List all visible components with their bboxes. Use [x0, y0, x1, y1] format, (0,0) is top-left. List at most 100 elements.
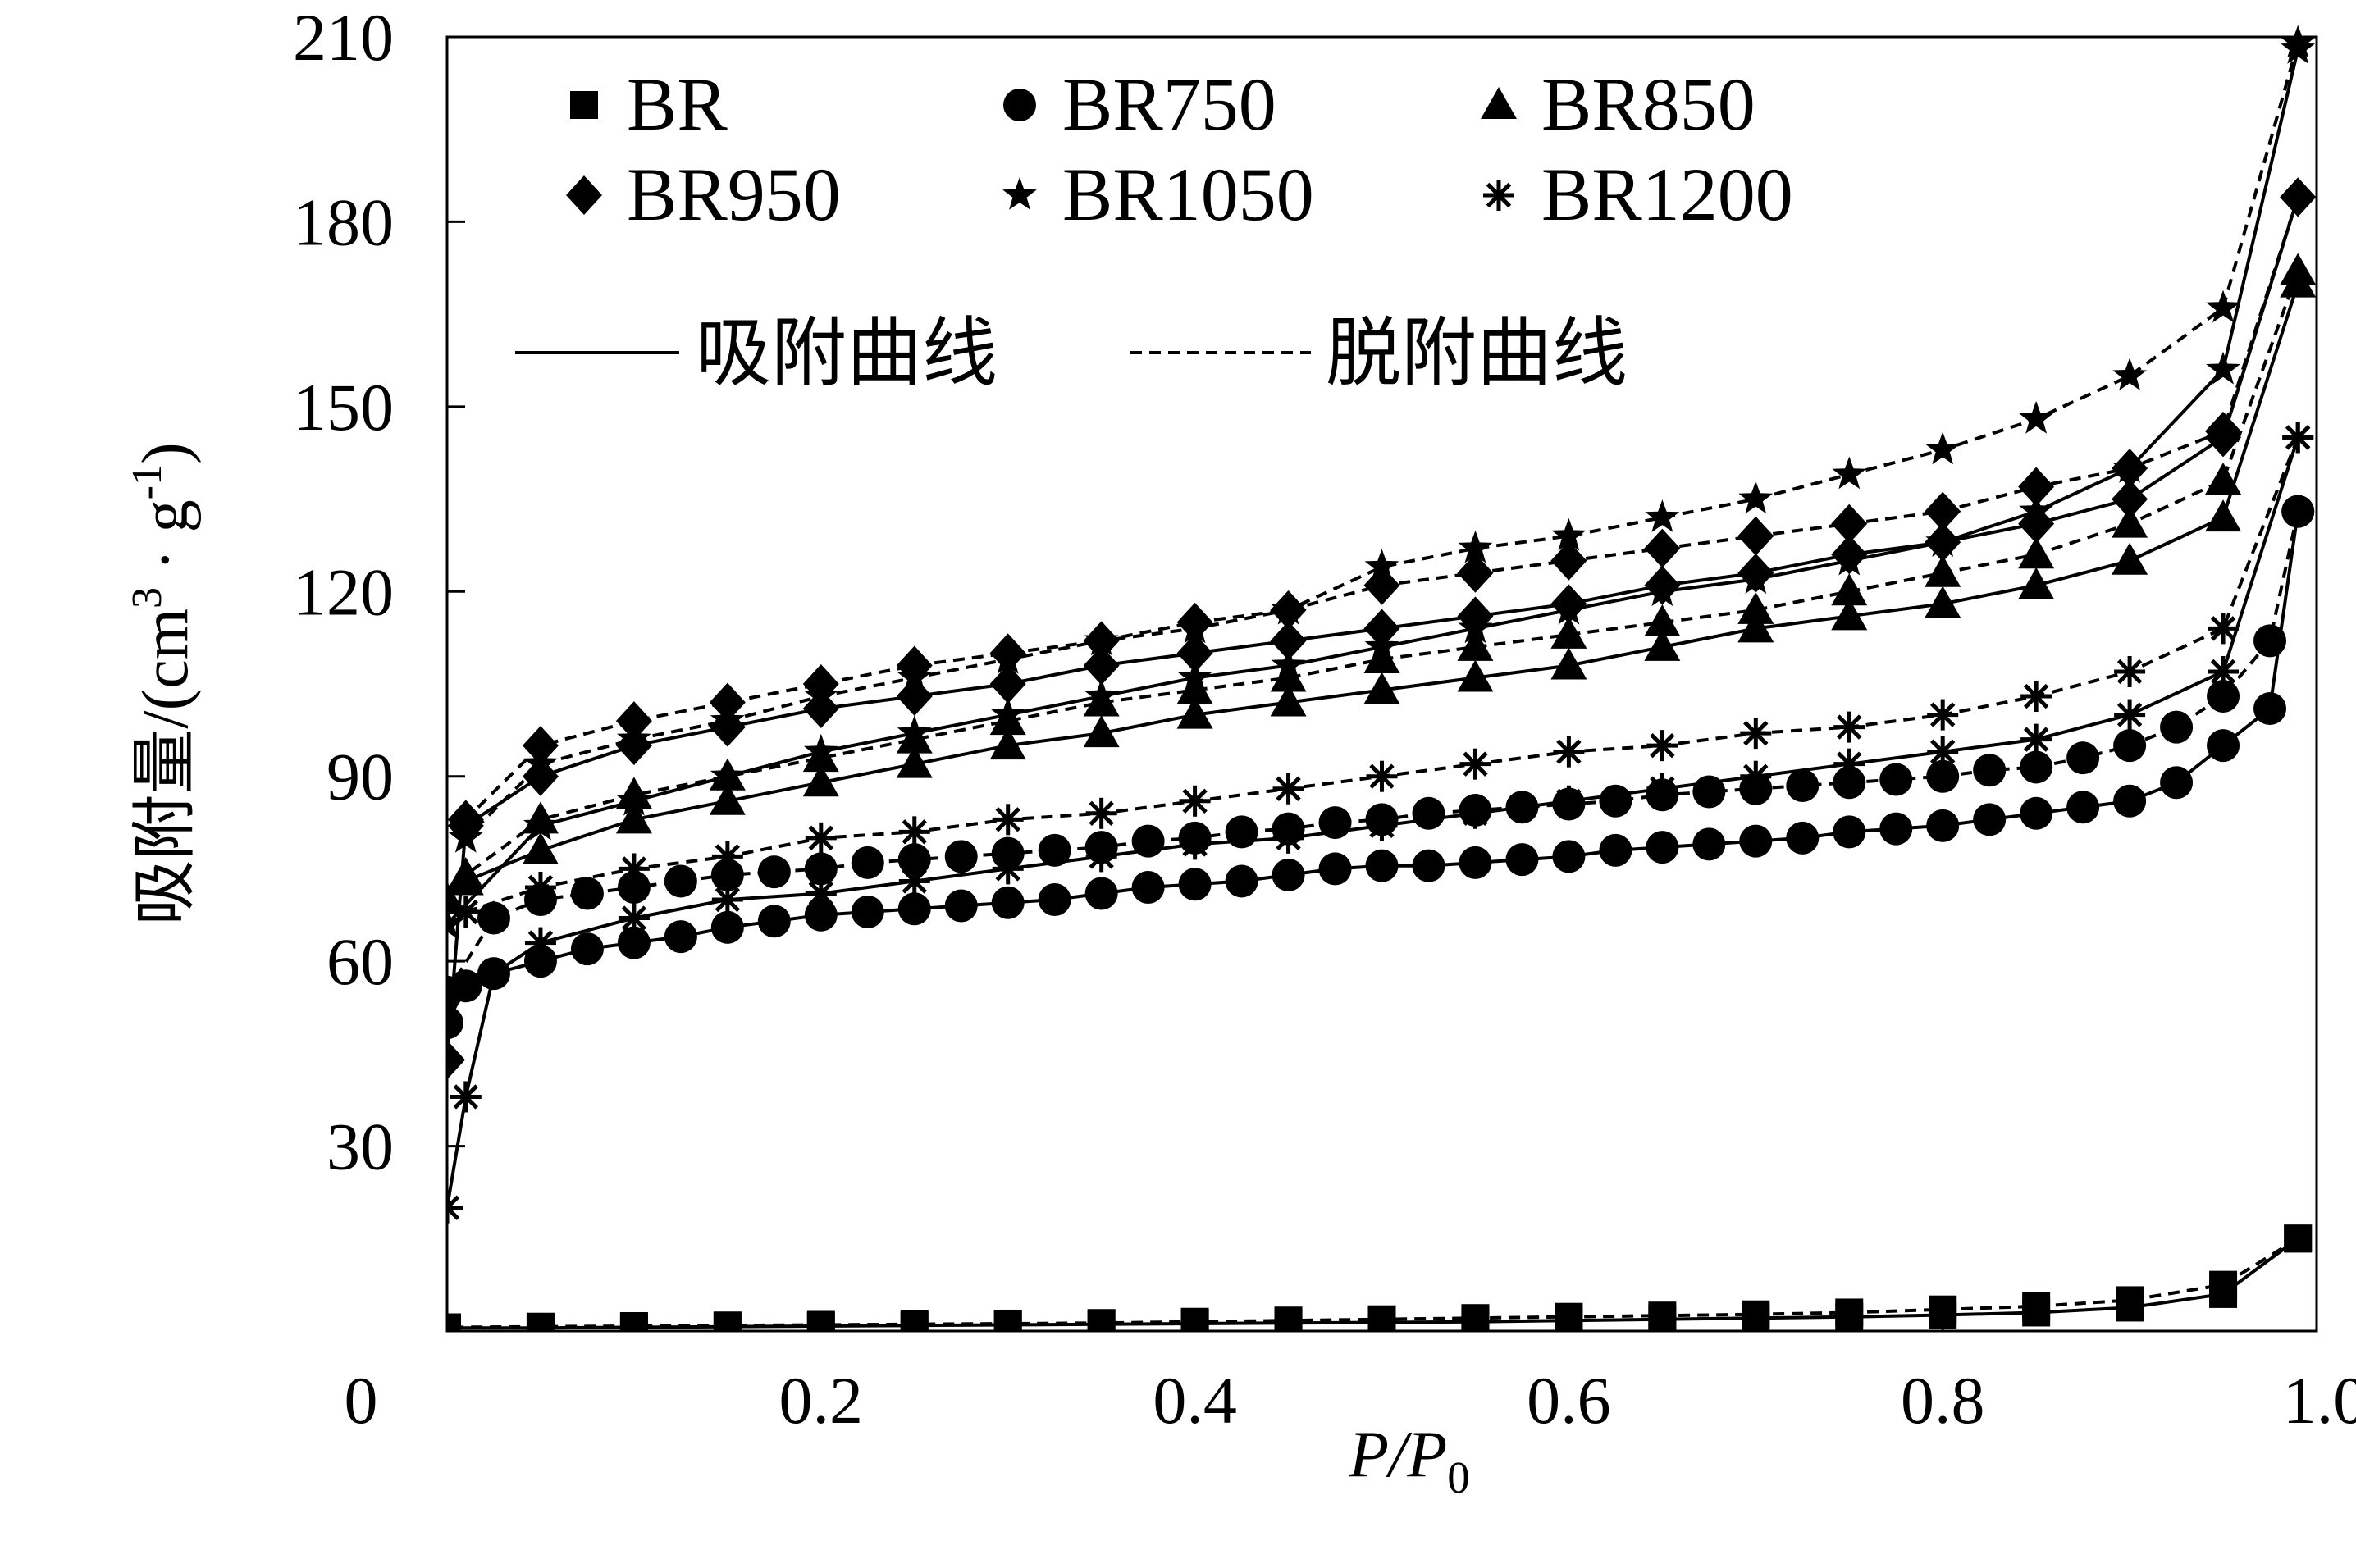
br-desorption-marker-1: [2209, 1270, 2238, 1299]
br750-desorption-marker-11: [1786, 768, 1820, 802]
br850-adsorption-marker-11: [1363, 672, 1400, 704]
br850-adsorption-marker-10: [1270, 684, 1307, 717]
br1050-desorption-marker-17: [710, 703, 745, 736]
br950-adsorption-marker-5: [802, 689, 839, 729]
br950-desorption-marker-19: [522, 726, 559, 766]
br750-desorption-marker-9: [1879, 763, 1913, 796]
br-desorption-marker-9: [1461, 1304, 1490, 1331]
br850-adsorption-marker-3: [615, 801, 652, 834]
br1050-desorption-marker-11: [1271, 591, 1306, 625]
x-tick-label-0.8: 0.8: [1901, 1363, 1985, 1438]
br750-adsorption-marker-40: [2253, 692, 2287, 726]
br950-desorption-marker-8: [1550, 540, 1587, 581]
br850-adsorption-marker-6: [896, 745, 933, 778]
br750-adsorption-marker-22: [1412, 849, 1445, 882]
br1200-adsorption-marker-2: [477, 958, 509, 990]
br950-desorption-marker-1: [2205, 411, 2242, 451]
br1200-adsorption-marker-1: [450, 1081, 482, 1113]
br950-desorption-marker-10: [1363, 565, 1400, 605]
br750-desorption-marker-30: [897, 843, 931, 877]
br750-adsorption-marker-38: [2160, 766, 2194, 800]
br1050-desorption-marker-18: [617, 721, 651, 754]
br1050-adsorption-marker-17: [2019, 493, 2054, 526]
br750-adsorption-marker-25: [1552, 840, 1586, 873]
br750-adsorption-marker-8: [757, 905, 791, 938]
x-tick-label-0.2: 0.2: [779, 1363, 864, 1438]
br-desorption-marker-6: [1742, 1300, 1770, 1329]
br750-adsorption-marker-9: [804, 898, 838, 932]
br850-desorption-marker-20: [447, 856, 484, 889]
br750-adsorption-marker-7: [710, 910, 744, 944]
br850-adsorption-marker-8: [1083, 715, 1120, 748]
legend-br850-marker-0: [1481, 87, 1517, 119]
series-br950-adsorption-line: [447, 196, 2300, 1060]
br750-adsorption-marker-19: [1272, 858, 1305, 891]
br750-adsorption-marker-30: [1786, 821, 1820, 855]
br750-adsorption-marker-28: [1692, 827, 1726, 861]
br1050-adsorption-marker-18: [2112, 450, 2147, 483]
legend-br1200-marker-0: [1483, 180, 1514, 211]
br1200-adsorption-marker-15: [1646, 773, 1678, 805]
br750-adsorption-marker-33: [1926, 809, 1960, 842]
br1050-desorption-marker-9: [1458, 530, 1493, 563]
y-tick-label-90: 90: [326, 740, 394, 814]
br750-adsorption-marker-34: [1973, 803, 2007, 836]
br1200-adsorption-marker-13: [1459, 797, 1491, 829]
br750-adsorption-marker-26: [1599, 833, 1632, 867]
br-desorption-marker-20: [447, 1313, 461, 1331]
br-desorption-marker-2: [2116, 1286, 2144, 1315]
br1050-desorption-marker-12: [1177, 610, 1212, 644]
br950-desorption-marker-5: [1831, 504, 1868, 544]
br1200-adsorption-marker-14: [1553, 785, 1585, 817]
br1050-desorption-marker-20: [448, 819, 483, 853]
br1200-adsorption-marker-17: [1833, 748, 1865, 780]
br1200-desorption-marker-8: [1553, 736, 1585, 768]
br1050-desorption-marker-0: [2281, 25, 2316, 58]
br1050-desorption-marker-19: [523, 745, 558, 779]
br1200-desorption-marker-4: [1927, 699, 1959, 731]
legend-label-adsorption: 吸附曲线: [696, 312, 998, 395]
x-tick-label-0: 0: [345, 1363, 378, 1438]
legend-br750-marker-0: [1003, 89, 1036, 121]
br750-adsorption-marker-18: [1225, 864, 1258, 898]
legend-entry-br950: BR950: [566, 153, 841, 236]
br1050-adsorption-marker-19: [2206, 351, 2240, 385]
br750-desorption-marker-35: [664, 864, 697, 898]
legend: BR BR750 BR850 BR950 BR1050 BR1200 吸附曲线 脱附曲线: [515, 62, 1793, 395]
br1200-adsorption-marker-5: [711, 884, 743, 915]
legend-entry-br1200: BR1200: [1483, 153, 1793, 236]
br850-desorption-marker-6: [1737, 591, 1774, 624]
br850-desorption-marker-9: [1457, 628, 1494, 661]
br950-adsorption-marker-6: [896, 677, 933, 717]
br950-adsorption-marker-8: [1083, 645, 1120, 686]
y-tick-label-60: 60: [326, 924, 394, 999]
br750-desorption-marker-29: [944, 840, 978, 873]
br850-adsorption-marker-13: [1550, 647, 1587, 680]
br850-adsorption-marker-5: [802, 764, 839, 797]
x-tick-label-0.6: 0.6: [1527, 1363, 1611, 1438]
legend-br1050-marker-0: [1002, 177, 1037, 210]
br850-adsorption-marker-20: [2205, 499, 2242, 532]
br750-adsorption-marker-4: [570, 932, 604, 966]
br1050-desorption-marker-7: [1645, 499, 1680, 532]
legend-entry-br850: BR850: [1481, 62, 1756, 146]
br1200-adsorption-marker-21: [2208, 655, 2240, 687]
br950-desorption-marker-6: [1737, 516, 1774, 556]
br850-desorption-marker-0: [2280, 253, 2317, 285]
br1050-desorption-marker-5: [1832, 456, 1867, 490]
br850-desorption-marker-10: [1363, 640, 1400, 673]
br1050-desorption-marker-16: [803, 678, 838, 711]
br-desorption-marker-13: [1087, 1309, 1116, 1331]
y-tick-label-30: 30: [326, 1110, 394, 1184]
br850-adsorption-marker-16: [1831, 598, 1868, 631]
legend-label-br: BR: [627, 62, 728, 146]
x-tick-label-1: 1.0: [2283, 1363, 2356, 1438]
br850-desorption-marker-3: [2018, 536, 2055, 569]
br1050-adsorption-marker-4: [803, 733, 838, 767]
br750-desorption-marker-1: [2253, 624, 2287, 658]
br-desorption-marker-18: [619, 1311, 648, 1331]
br950-desorption-marker-18: [615, 701, 652, 741]
br750-desorption-marker-2: [2207, 680, 2240, 713]
